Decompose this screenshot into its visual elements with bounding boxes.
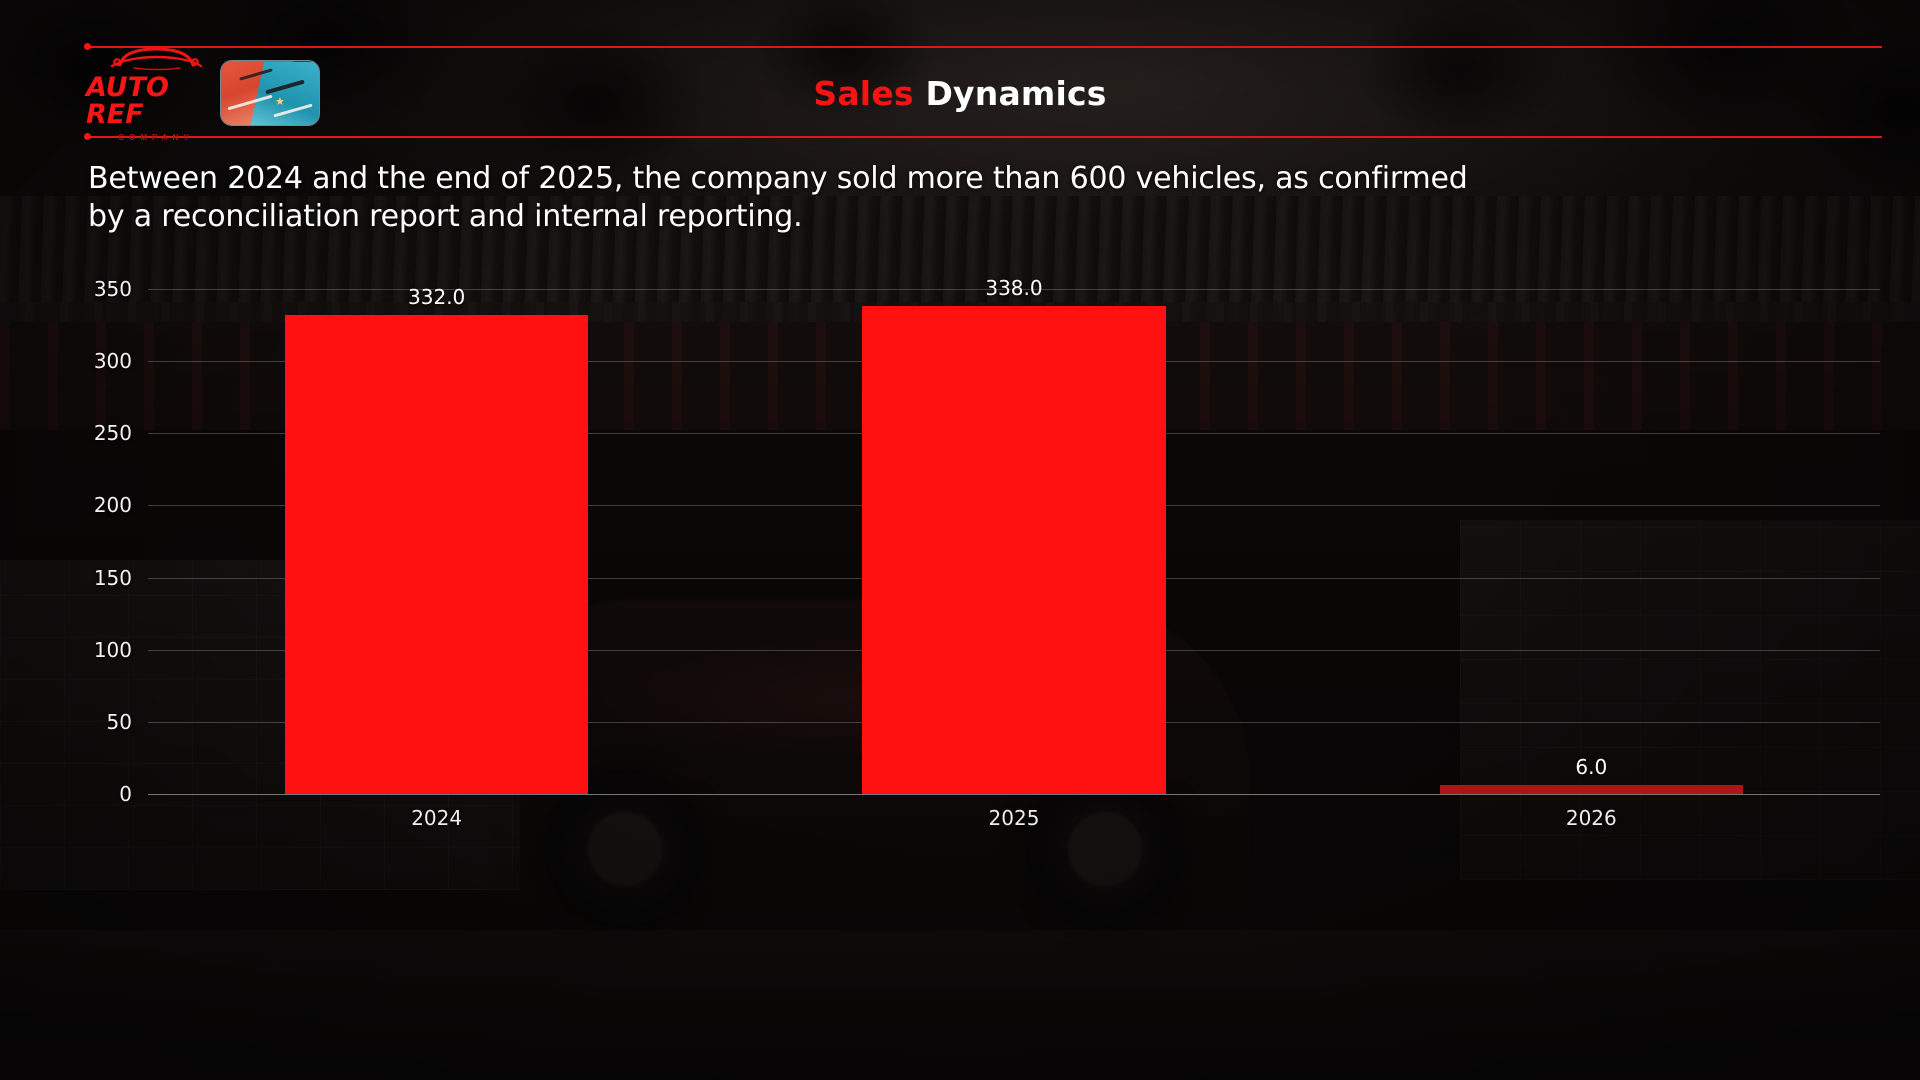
chart-bar[interactable]: 6.0 <box>1439 755 1743 794</box>
chart-y-tick-label: 100 <box>93 637 132 662</box>
chart-bar-value-label: 338.0 <box>985 276 1043 301</box>
page-title-main: Dynamics <box>925 74 1107 113</box>
chart-plot-area: 0 50 100 150 200 250 300 350 332.0 2024 338.0 2025… <box>94 276 1880 830</box>
abstract-photo-thumbnail[interactable]: ★ <box>220 60 320 126</box>
chart-bar-slot: 6.0 2026 <box>1303 289 1880 830</box>
header-rule-top <box>86 46 1882 48</box>
header-rule-bottom <box>86 136 1882 138</box>
chart-bar[interactable]: 338.0 <box>862 276 1166 794</box>
logo-brand-text: AUTO REF <box>86 72 169 130</box>
chart-x-tick-label: 2024 <box>411 806 463 830</box>
chart-y-tick-label: 0 <box>119 782 132 806</box>
chart-x-tick-label: 2026 <box>1565 806 1617 830</box>
chart-bar-value-label: 332.0 <box>408 284 466 309</box>
chart-y-tick-label: 250 <box>93 421 132 446</box>
thumbnail-star-icon: ★ <box>275 96 285 108</box>
chart-y-tick-label: 350 <box>93 277 132 301</box>
header-rule-bottom-dot <box>84 133 91 140</box>
chart-x-tick-label: 2025 <box>988 806 1040 830</box>
chart-bar-slot: 338.0 2025 <box>725 276 1302 830</box>
page-title: Sales Dynamics <box>0 74 1920 113</box>
page-title-accent: Sales <box>813 74 914 113</box>
chart-bar-slot: 332.0 2024 <box>148 285 725 830</box>
chart-bar-value-label: 6.0 <box>1575 755 1608 780</box>
chart-bar[interactable]: 332.0 <box>285 285 589 794</box>
chart-y-tick-label: 200 <box>93 493 132 518</box>
chart-gridline <box>148 289 1880 290</box>
logo-tagline-text: COMPANY <box>118 133 194 142</box>
company-logo[interactable]: AUTO REF COMPANY <box>86 47 226 142</box>
chart-y-tick-label: 300 <box>93 349 132 374</box>
chart-y-tick-label: 150 <box>93 565 132 590</box>
chart-bars: 332.0 2024 338.0 2025 6.0 2026 <box>148 276 1880 830</box>
car-outline-icon <box>104 46 208 72</box>
sales-bar-chart: 0 50 100 150 200 250 300 350 332.0 2024 338.0 2025… <box>90 275 1880 830</box>
chart-y-tick-label: 50 <box>106 709 132 734</box>
subtitle-text: Between 2024 and the end of 2025, the co… <box>88 161 1468 235</box>
header-rule-top-dot <box>84 43 91 50</box>
